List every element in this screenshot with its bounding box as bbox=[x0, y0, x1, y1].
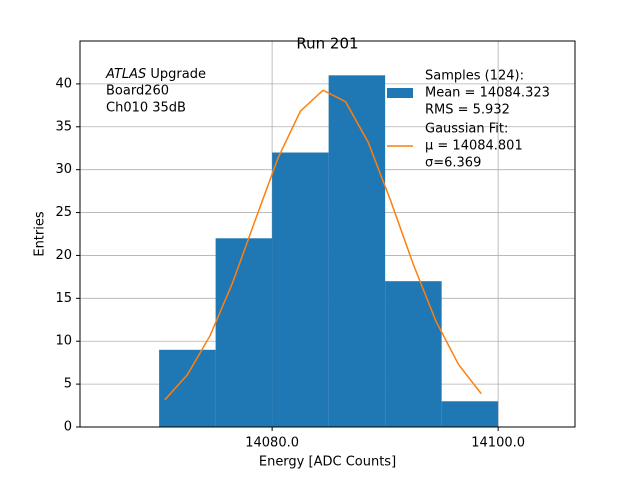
legend-swatch bbox=[387, 88, 413, 98]
bar bbox=[272, 152, 329, 427]
y-tick-label: 30 bbox=[55, 162, 72, 177]
annotation: ATLAS Upgrade bbox=[105, 67, 206, 82]
legend-label: Samples (124): bbox=[425, 69, 524, 84]
annotation-emphasis: ATLAS bbox=[105, 67, 146, 82]
legend-label: RMS = 5.932 bbox=[425, 103, 510, 118]
y-tick-label: 15 bbox=[55, 291, 72, 306]
axes-frame bbox=[79, 40, 576, 428]
bar bbox=[328, 75, 386, 428]
y-tick-label: 35 bbox=[55, 119, 72, 134]
annotation-text: Upgrade bbox=[146, 67, 206, 82]
bar bbox=[159, 349, 216, 427]
y-tick-label: 25 bbox=[55, 205, 72, 220]
marks bbox=[159, 75, 499, 428]
y-axis-label: Entries bbox=[33, 211, 48, 257]
y-tick-label: 20 bbox=[55, 248, 72, 263]
legend-label: μ = 14084.801 bbox=[425, 139, 523, 154]
legend-label: σ=6.369 bbox=[425, 156, 481, 171]
chart-title: Run 201 bbox=[296, 35, 358, 53]
bar bbox=[441, 401, 499, 427]
annotation: Board260 bbox=[106, 84, 169, 99]
x-axis-label: Energy [ADC Counts] bbox=[259, 455, 396, 470]
y-tick-label: 0 bbox=[64, 420, 72, 435]
legend-label: Mean = 14084.323 bbox=[425, 86, 550, 101]
y-tick-label: 10 bbox=[55, 334, 72, 349]
bar bbox=[215, 238, 273, 427]
x-tick-label: 14100.0 bbox=[471, 436, 525, 451]
fit-line bbox=[164, 89, 482, 401]
y-tick-label: 40 bbox=[55, 76, 72, 91]
y-tick-label: 5 bbox=[64, 377, 72, 392]
annotation: Ch010 35dB bbox=[106, 101, 186, 116]
bar bbox=[385, 281, 442, 427]
legend-label: Gaussian Fit: bbox=[425, 122, 508, 137]
x-tick-label: 14080.0 bbox=[245, 436, 299, 451]
